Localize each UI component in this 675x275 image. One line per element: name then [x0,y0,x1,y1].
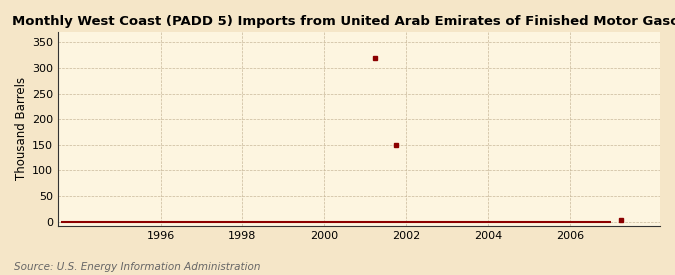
Y-axis label: Thousand Barrels: Thousand Barrels [15,77,28,180]
Text: Source: U.S. Energy Information Administration: Source: U.S. Energy Information Administ… [14,262,260,272]
Title: Monthly West Coast (PADD 5) Imports from United Arab Emirates of Finished Motor : Monthly West Coast (PADD 5) Imports from… [11,15,675,28]
